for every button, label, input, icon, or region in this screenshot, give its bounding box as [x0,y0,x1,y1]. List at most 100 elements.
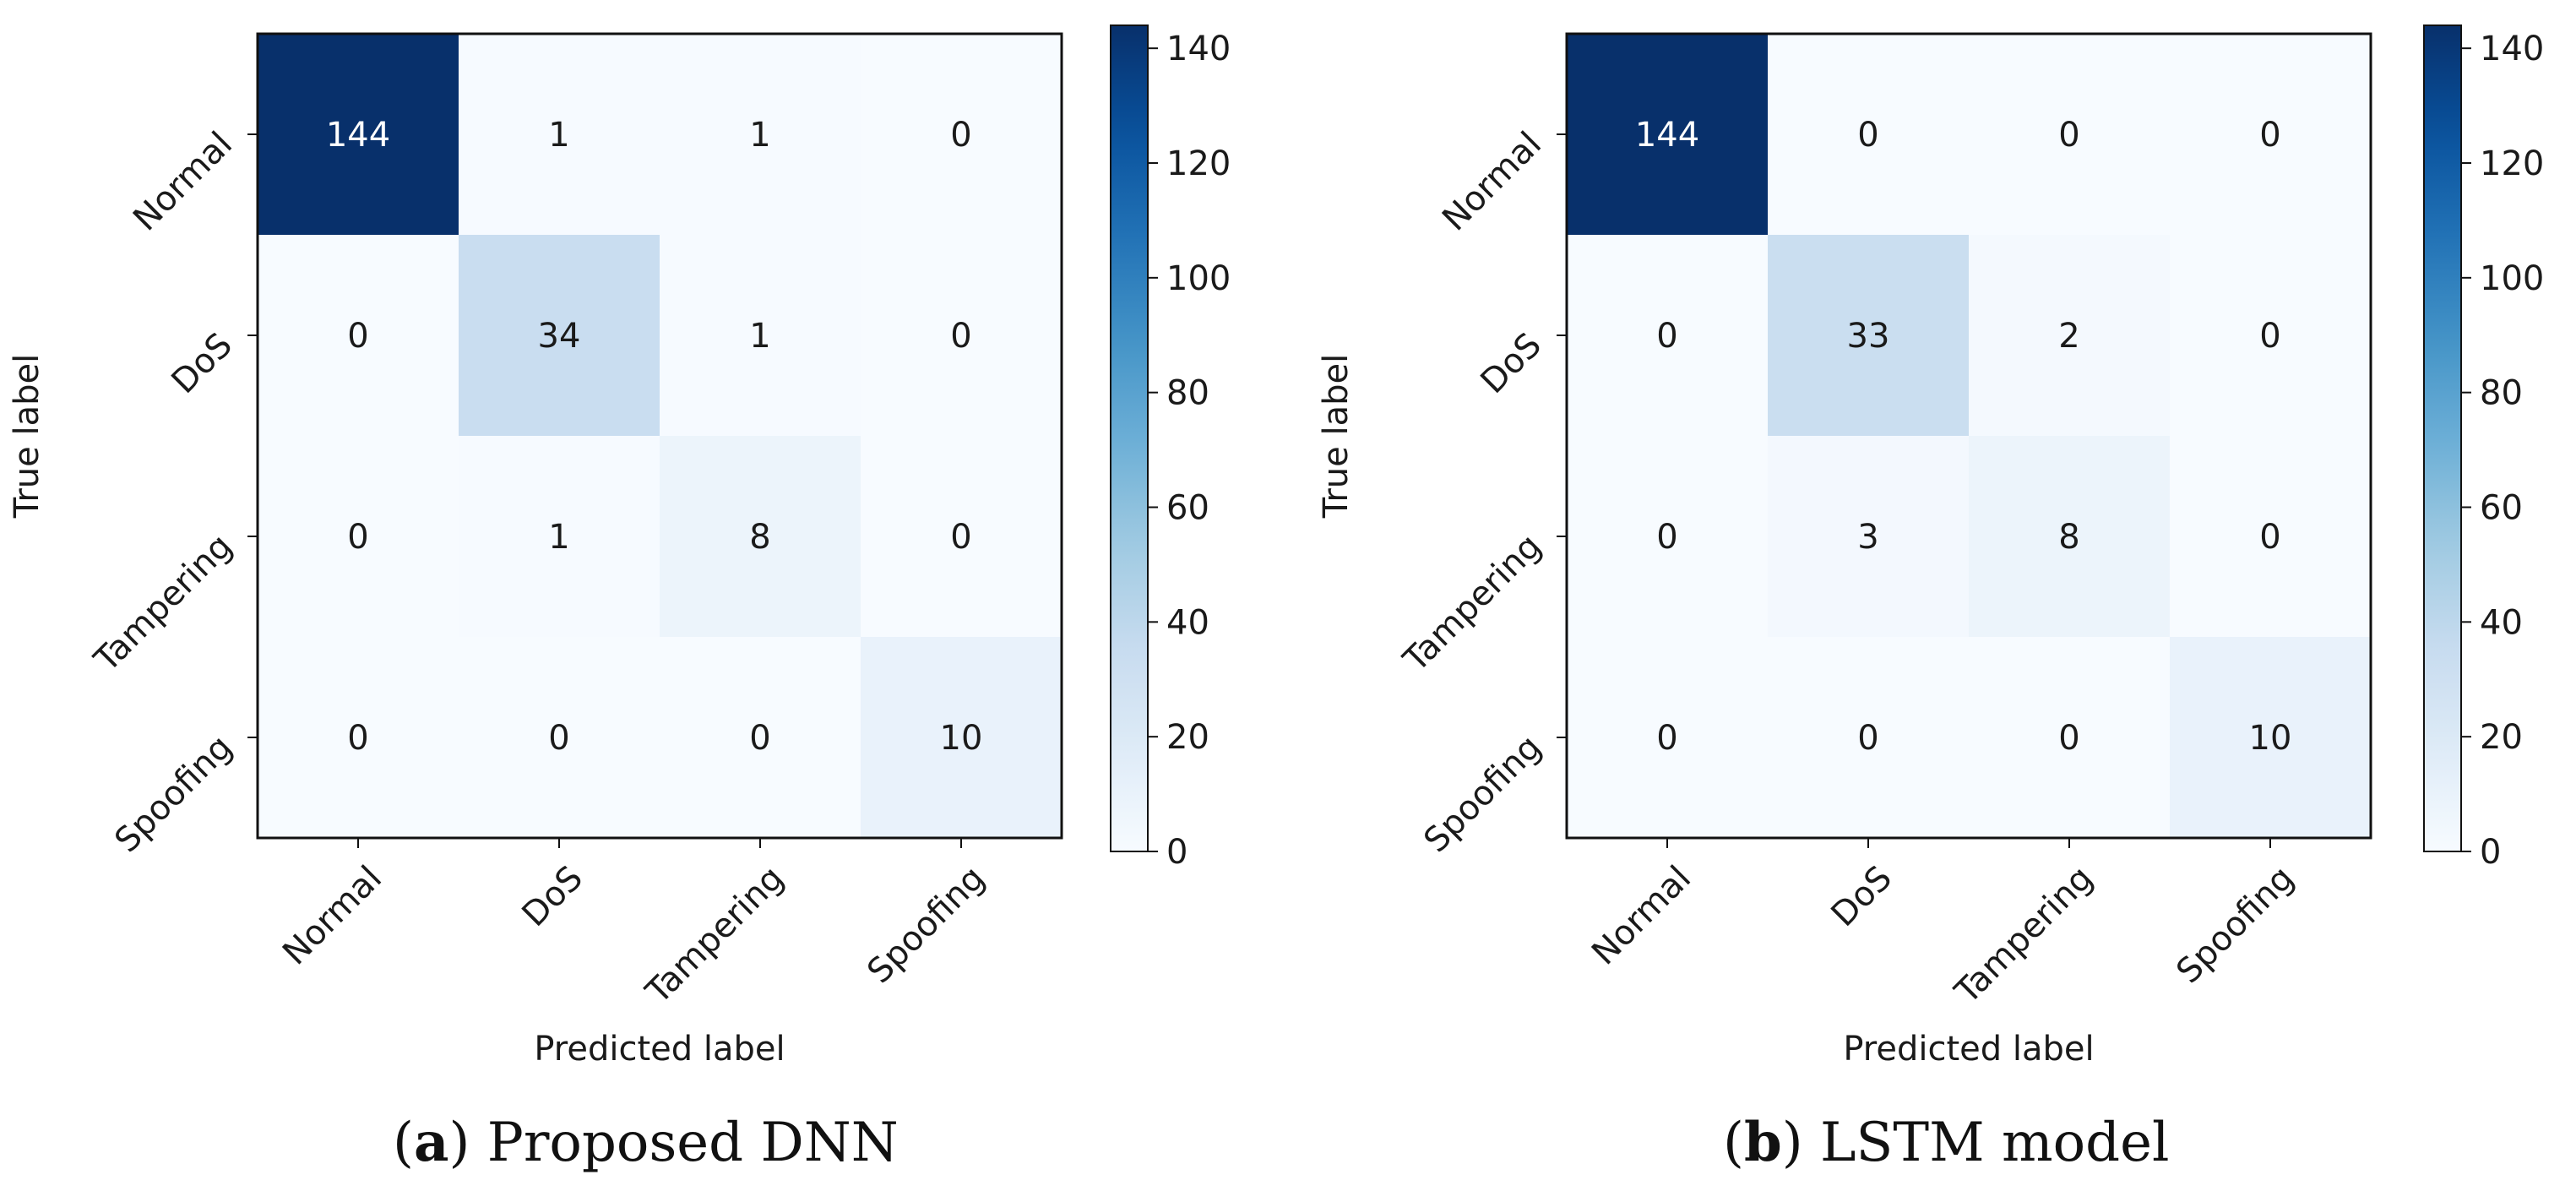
caption-b-panel: (b) [1723,1111,1803,1174]
y-tick-label: Normal [126,125,240,239]
cell-tampering-normal [1567,436,1769,638]
cell-value: 0 [749,719,770,758]
cell-tampering-spoofing [861,436,1062,638]
colorbar-tick-label: 80 [1166,374,1209,413]
cell-normal-normal [258,34,459,236]
cell-spoofing-dos [459,637,660,839]
cell-tampering-dos [459,436,660,638]
cell-value: 0 [1656,317,1677,356]
cell-tampering-tampering [1969,436,2171,638]
cell-value: 1 [548,116,569,155]
cell-tampering-tampering [660,436,861,638]
matrix-frame [256,32,1063,840]
cell-value: 1 [749,116,770,155]
x-tick-label: Normal [1584,859,1698,973]
cell-value: 0 [347,719,368,758]
cell-spoofing-normal [258,637,459,839]
colorbar-tick-label: 20 [2480,718,2523,757]
cell-value: 3 [1857,518,1878,557]
cell-dos-normal [258,235,459,437]
cell-value: 0 [2259,317,2280,356]
x-tick-label: Spoofing [2169,859,2302,992]
x-tick-label: Normal [275,859,389,973]
cell-value: 34 [538,317,581,356]
panel-a: 144 1 1 00 34 1 00 1 8 00 0 0 10NormalNormalDoSDoSTa… [8,24,1231,1069]
cell-dos-dos [459,235,660,437]
cell-tampering-normal [258,436,459,638]
cell-value: 0 [950,317,971,356]
cell-value: 0 [347,518,368,557]
cell-normal-spoofing [861,34,1062,236]
colorbar-tick-label: 100 [2480,259,2544,298]
cell-value: 1 [749,317,770,356]
cell-normal-spoofing [2170,34,2372,236]
colorbar-tick-label: 0 [2480,833,2501,872]
cell-value: 10 [940,719,983,758]
cell-dos-tampering [1969,235,2171,437]
y-tick-label: Tampering [1396,527,1549,680]
cell-normal-dos [459,34,660,236]
cell-dos-normal [1567,235,1769,437]
colorbar-tick-label: 120 [1166,144,1231,183]
cell-value: 0 [950,116,971,155]
cell-dos-dos [1768,235,1970,437]
cell-dos-spoofing [2170,235,2372,437]
cell-value: 8 [749,518,770,557]
colorbar [1110,24,1149,852]
cell-normal-dos [1768,34,1970,236]
cell-value: 0 [1656,518,1677,557]
cell-value: 0 [950,518,971,557]
cell-value: 144 [326,116,390,155]
matrix-frame [1565,32,2372,840]
colorbar-tick-label: 40 [2480,603,2523,642]
cell-spoofing-dos [1768,637,1970,839]
y-tick-label: Spoofing [1416,728,1549,861]
cell-dos-spoofing [861,235,1062,437]
caption-b-text: LSTM model [1820,1112,2170,1174]
x-axis-label: Predicted label [1843,1030,2094,1069]
x-tick-label: DoS [515,859,591,935]
cell-normal-tampering [660,34,861,236]
y-axis-label: True label [8,354,46,519]
cell-value: 144 [1635,116,1699,155]
cell-value: 0 [2259,518,2280,557]
cell-spoofing-spoofing [2170,637,2372,839]
cell-value: 0 [2058,719,2079,758]
colorbar-tick-label: 120 [2480,144,2544,183]
x-tick-label: Tampering [1948,859,2100,1012]
cell-value: 2 [2058,317,2079,356]
x-axis-label: Predicted label [534,1030,785,1069]
colorbar-tick-label: 40 [1166,603,1209,642]
cell-value: 1 [548,518,569,557]
cell-value: 0 [2058,116,2079,155]
cell-dos-tampering [660,235,861,437]
cell-value: 0 [1857,719,1878,758]
cell-value: 8 [2058,518,2079,557]
cell-normal-tampering [1969,34,2171,236]
cell-spoofing-tampering [660,637,861,839]
colorbar-tick-label: 0 [1166,833,1187,872]
colorbar-tick-label: 140 [1166,30,1231,68]
colorbar-tick-label: 20 [1166,718,1209,757]
cell-value: 33 [1847,317,1890,356]
cell-tampering-spoofing [2170,436,2372,638]
cell-spoofing-tampering [1969,637,2171,839]
y-axis-label: True label [1317,354,1356,519]
y-tick-label: DoS [165,326,241,402]
cell-value: 10 [2249,719,2292,758]
colorbar-tick-label: 60 [2480,489,2523,528]
caption-a-panel: (a) [393,1111,470,1174]
colorbar-tick-label: 60 [1166,489,1209,528]
caption-a: (a) Proposed DNN [393,1111,899,1174]
colorbar-tick-label: 140 [2480,30,2544,68]
colorbar [2423,24,2462,852]
colorbar-tick-label: 100 [1166,259,1231,298]
y-tick-label: Tampering [87,527,240,680]
cell-tampering-dos [1768,436,1970,638]
cell-value: 0 [548,719,569,758]
x-tick-label: Tampering [639,859,791,1012]
cell-spoofing-normal [1567,637,1769,839]
colorbar-tick-label: 80 [2480,374,2523,413]
cell-value: 0 [1656,719,1677,758]
